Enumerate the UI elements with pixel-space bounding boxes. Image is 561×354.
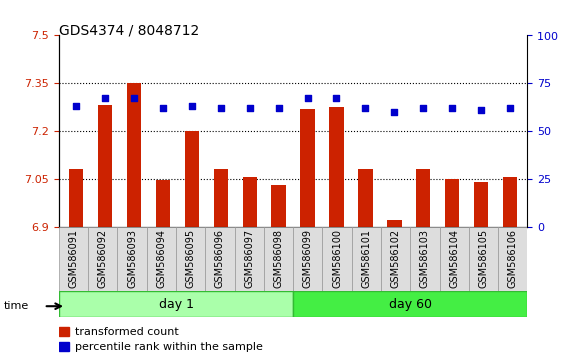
Point bbox=[361, 105, 370, 111]
Text: day 60: day 60 bbox=[389, 298, 432, 310]
Text: GSM586092: GSM586092 bbox=[98, 229, 108, 288]
Point bbox=[100, 96, 109, 101]
Text: time: time bbox=[3, 301, 29, 311]
Bar bbox=[293, 227, 323, 292]
Bar bbox=[59, 227, 88, 292]
Text: GSM586100: GSM586100 bbox=[332, 229, 342, 287]
Text: GSM586102: GSM586102 bbox=[390, 229, 401, 288]
Text: GSM586101: GSM586101 bbox=[361, 229, 371, 287]
Point bbox=[419, 105, 427, 111]
Bar bbox=[323, 227, 352, 292]
Bar bbox=[242, 177, 257, 227]
Bar bbox=[69, 169, 84, 227]
Text: GSM586106: GSM586106 bbox=[508, 229, 518, 287]
Point bbox=[448, 105, 457, 111]
Point bbox=[274, 105, 283, 111]
Bar bbox=[503, 177, 517, 227]
Bar bbox=[469, 227, 498, 292]
Bar bbox=[59, 327, 69, 336]
Bar bbox=[498, 227, 527, 292]
Point bbox=[303, 96, 312, 101]
Bar bbox=[272, 185, 286, 227]
Bar bbox=[352, 227, 381, 292]
Bar bbox=[156, 180, 170, 227]
Bar bbox=[59, 342, 69, 352]
Point bbox=[159, 105, 168, 111]
Bar bbox=[300, 109, 315, 227]
Text: GSM586103: GSM586103 bbox=[420, 229, 430, 287]
Point bbox=[477, 107, 486, 113]
Text: GSM586091: GSM586091 bbox=[68, 229, 79, 287]
Text: percentile rank within the sample: percentile rank within the sample bbox=[75, 342, 263, 352]
Text: GSM586093: GSM586093 bbox=[127, 229, 137, 287]
Bar bbox=[127, 83, 141, 227]
Bar bbox=[214, 169, 228, 227]
Point bbox=[390, 109, 399, 115]
Bar bbox=[293, 291, 527, 317]
Point bbox=[187, 103, 196, 109]
Bar bbox=[381, 227, 410, 292]
Text: GSM586105: GSM586105 bbox=[479, 229, 489, 288]
Text: day 1: day 1 bbox=[159, 298, 194, 310]
Bar bbox=[59, 291, 293, 317]
Point bbox=[217, 105, 226, 111]
Bar bbox=[387, 220, 402, 227]
Text: GSM586104: GSM586104 bbox=[449, 229, 459, 287]
Bar bbox=[439, 227, 469, 292]
Bar bbox=[329, 107, 344, 227]
Bar bbox=[98, 105, 112, 227]
Bar bbox=[445, 179, 459, 227]
Text: GSM586099: GSM586099 bbox=[303, 229, 313, 287]
Bar bbox=[358, 169, 373, 227]
Bar bbox=[416, 169, 430, 227]
Text: GSM586095: GSM586095 bbox=[186, 229, 196, 288]
Text: GSM586097: GSM586097 bbox=[244, 229, 254, 288]
Point bbox=[245, 105, 254, 111]
Text: GDS4374 / 8048712: GDS4374 / 8048712 bbox=[59, 23, 199, 37]
Point bbox=[72, 103, 81, 109]
Bar bbox=[410, 227, 439, 292]
Text: GSM586098: GSM586098 bbox=[273, 229, 283, 287]
Point bbox=[332, 96, 341, 101]
Bar bbox=[205, 227, 234, 292]
Bar bbox=[176, 227, 205, 292]
Bar bbox=[474, 182, 488, 227]
Text: GSM586094: GSM586094 bbox=[157, 229, 167, 287]
Bar bbox=[185, 131, 199, 227]
Bar bbox=[264, 227, 293, 292]
Bar bbox=[117, 227, 147, 292]
Bar bbox=[88, 227, 117, 292]
Text: GSM586096: GSM586096 bbox=[215, 229, 225, 287]
Bar bbox=[234, 227, 264, 292]
Bar bbox=[147, 227, 176, 292]
Text: transformed count: transformed count bbox=[75, 327, 179, 337]
Point bbox=[130, 96, 139, 101]
Point bbox=[505, 105, 514, 111]
